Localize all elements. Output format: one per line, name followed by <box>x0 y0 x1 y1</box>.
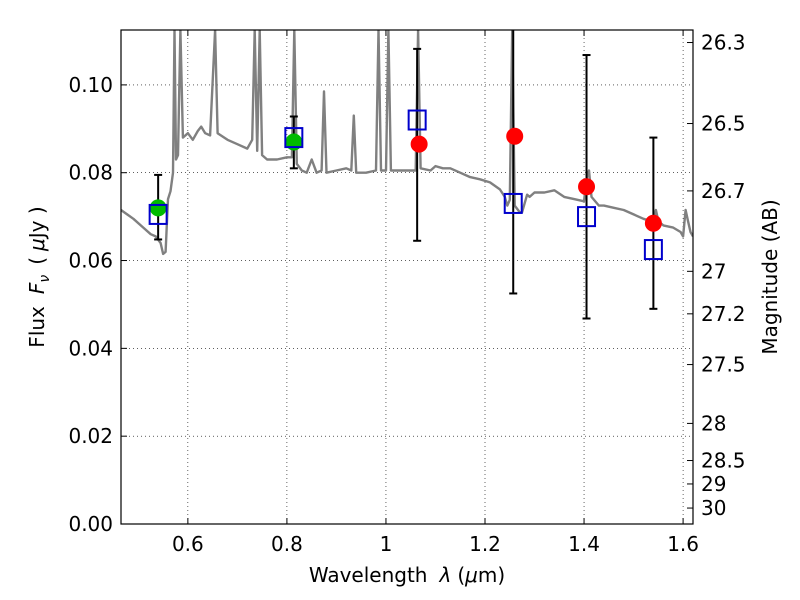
magnitude-tick-label: 27.5 <box>701 353 746 377</box>
y-axis-label-sub: ν <box>37 275 53 283</box>
model-points-layer <box>148 109 663 261</box>
magnitude-tick-label: 28 <box>701 411 726 435</box>
x-tick-label: 1.2 <box>469 532 501 556</box>
magnitude-tick-label: 27 <box>701 259 726 283</box>
magnitude-tick-label: 28.5 <box>701 449 746 473</box>
observed-point <box>578 178 596 196</box>
magnitude-tick-label: 27.2 <box>701 302 746 326</box>
magnitude-tick-label: 26.5 <box>701 112 746 136</box>
model-point <box>503 192 523 214</box>
x-tick-label: 0.8 <box>271 532 303 556</box>
x-tick-label: 1 <box>380 532 393 556</box>
y-tick-label: 0.04 <box>68 336 113 360</box>
x-axis-label-prefix: Wavelength <box>309 563 428 587</box>
y-tick-label: 0.10 <box>68 73 113 97</box>
y-axis-label-symbol: F <box>25 282 49 294</box>
y-axis-label-unit-open: ( <box>25 257 49 265</box>
x-tick-label: 1.4 <box>568 532 600 556</box>
observed-point <box>410 135 428 153</box>
magnitude-tick-label: 26.3 <box>701 31 746 55</box>
y-tick-label: 0.06 <box>68 249 113 273</box>
observed-point <box>644 214 662 232</box>
x-axis-label-unit-mu: μ <box>464 563 478 587</box>
magnitude-tick-label: 26.7 <box>701 179 746 203</box>
x-axis-label-unit-rest: m) <box>478 563 505 587</box>
x-tick-label: 0.6 <box>172 532 204 556</box>
y-axis-label-prefix: Flux <box>25 306 49 348</box>
model-point <box>148 203 168 225</box>
observed-optical-point <box>149 199 167 217</box>
magnitude-tick-label: 30 <box>701 496 726 520</box>
x-tick-label: 1.6 <box>667 532 699 556</box>
grid <box>121 30 693 524</box>
observed-points-layer <box>149 127 662 232</box>
y-axis-label-unit-rest: Jy ) <box>25 206 49 240</box>
x-axis-ticks: 0.6 0.8 1 1.2 1.4 1.6 <box>172 30 699 556</box>
y-tick-label: 0.00 <box>68 512 113 536</box>
magnitude-tick-label: 29 <box>701 472 726 496</box>
observed-point <box>506 127 524 145</box>
x-axis-label-symbol: λ <box>438 563 451 587</box>
x-axis-label-unit-open: ( <box>457 563 465 587</box>
model-point <box>407 109 427 131</box>
model-point <box>643 239 663 261</box>
y-axis-label: Flux Fν ( μJy ) <box>25 206 53 347</box>
model-point <box>284 127 304 149</box>
x-axis-label: Wavelength λ (μm) <box>309 563 505 587</box>
model-point <box>577 206 597 228</box>
plot-frame <box>120 29 694 525</box>
errorbar-layer <box>154 30 658 320</box>
y-tick-label: 0.02 <box>68 424 113 448</box>
magnitude-axis-label: Magnitude (AB) <box>758 199 782 354</box>
y-axis-label-unit-mu: μ <box>25 238 49 252</box>
y-axis-ticks: 0.00 0.02 0.04 0.06 0.08 0.10 <box>68 73 127 536</box>
y-tick-label: 0.08 <box>68 161 113 185</box>
